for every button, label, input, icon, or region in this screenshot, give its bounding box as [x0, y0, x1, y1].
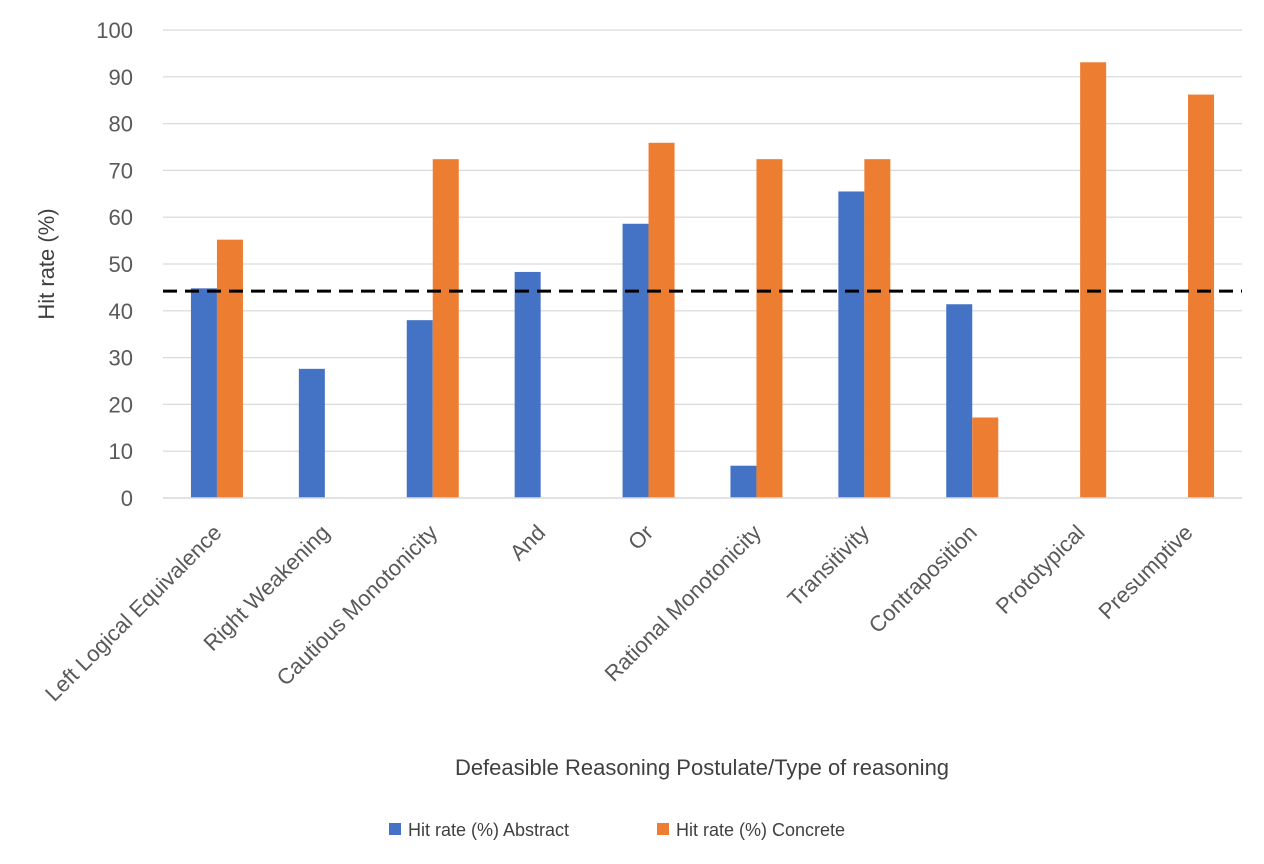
- legend-swatch: [389, 823, 401, 835]
- bar-concrete: [972, 417, 999, 498]
- gridlines: [163, 29, 1242, 452]
- legend-label: Hit rate (%) Abstract: [408, 820, 569, 840]
- y-tick-label: 20: [109, 392, 133, 417]
- bar-abstract: [946, 304, 973, 498]
- bar-abstract: [406, 320, 433, 498]
- bar-concrete: [648, 142, 675, 498]
- bar-abstract: [730, 465, 757, 498]
- y-tick-label: 10: [109, 439, 133, 464]
- bar-concrete: [216, 239, 243, 498]
- x-tick-label: Rational Monotonicity: [600, 520, 766, 686]
- x-tick-label: Left Logical Equivalence: [40, 520, 226, 706]
- y-tick-label: 60: [109, 205, 133, 230]
- bar-abstract: [622, 223, 649, 498]
- bar-concrete: [864, 159, 891, 498]
- y-tick-label: 100: [96, 18, 133, 43]
- x-tick-label: Or: [623, 520, 658, 555]
- y-tick-label: 50: [109, 252, 133, 277]
- legend-label: Hit rate (%) Concrete: [676, 820, 845, 840]
- bar-abstract: [514, 271, 541, 498]
- bars: [190, 62, 1215, 499]
- x-tick-label: Contraposition: [864, 520, 982, 638]
- y-tick-label: 40: [109, 299, 133, 324]
- legend: Hit rate (%) Abstract Hit rate (%) Concre…: [389, 820, 845, 840]
- x-tick-label: Presumptive: [1093, 520, 1197, 624]
- y-axis-title: Hit rate (%): [34, 208, 59, 319]
- x-axis-title: Defeasible Reasoning Postulate/Type of r…: [455, 755, 949, 780]
- y-tick-label: 70: [109, 158, 133, 183]
- bar-concrete: [1188, 94, 1215, 499]
- x-tick-label: And: [505, 520, 550, 565]
- y-axis-ticks: 0 10 20 30 40 50 60 70 80 90 100: [96, 18, 133, 511]
- y-tick-label: 0: [121, 486, 133, 511]
- x-tick-label: Transitivity: [782, 520, 873, 611]
- x-tick-label: Prototypical: [991, 520, 1090, 619]
- bar-abstract: [298, 368, 325, 498]
- bar-concrete: [1080, 62, 1107, 499]
- legend-swatch: [657, 823, 669, 835]
- bar-concrete: [756, 159, 783, 498]
- y-tick-label: 80: [109, 112, 133, 137]
- bar-abstract: [190, 288, 217, 498]
- bar-abstract: [838, 191, 865, 498]
- y-tick-label: 90: [109, 65, 133, 90]
- y-tick-label: 30: [109, 346, 133, 371]
- bar-concrete: [432, 159, 459, 498]
